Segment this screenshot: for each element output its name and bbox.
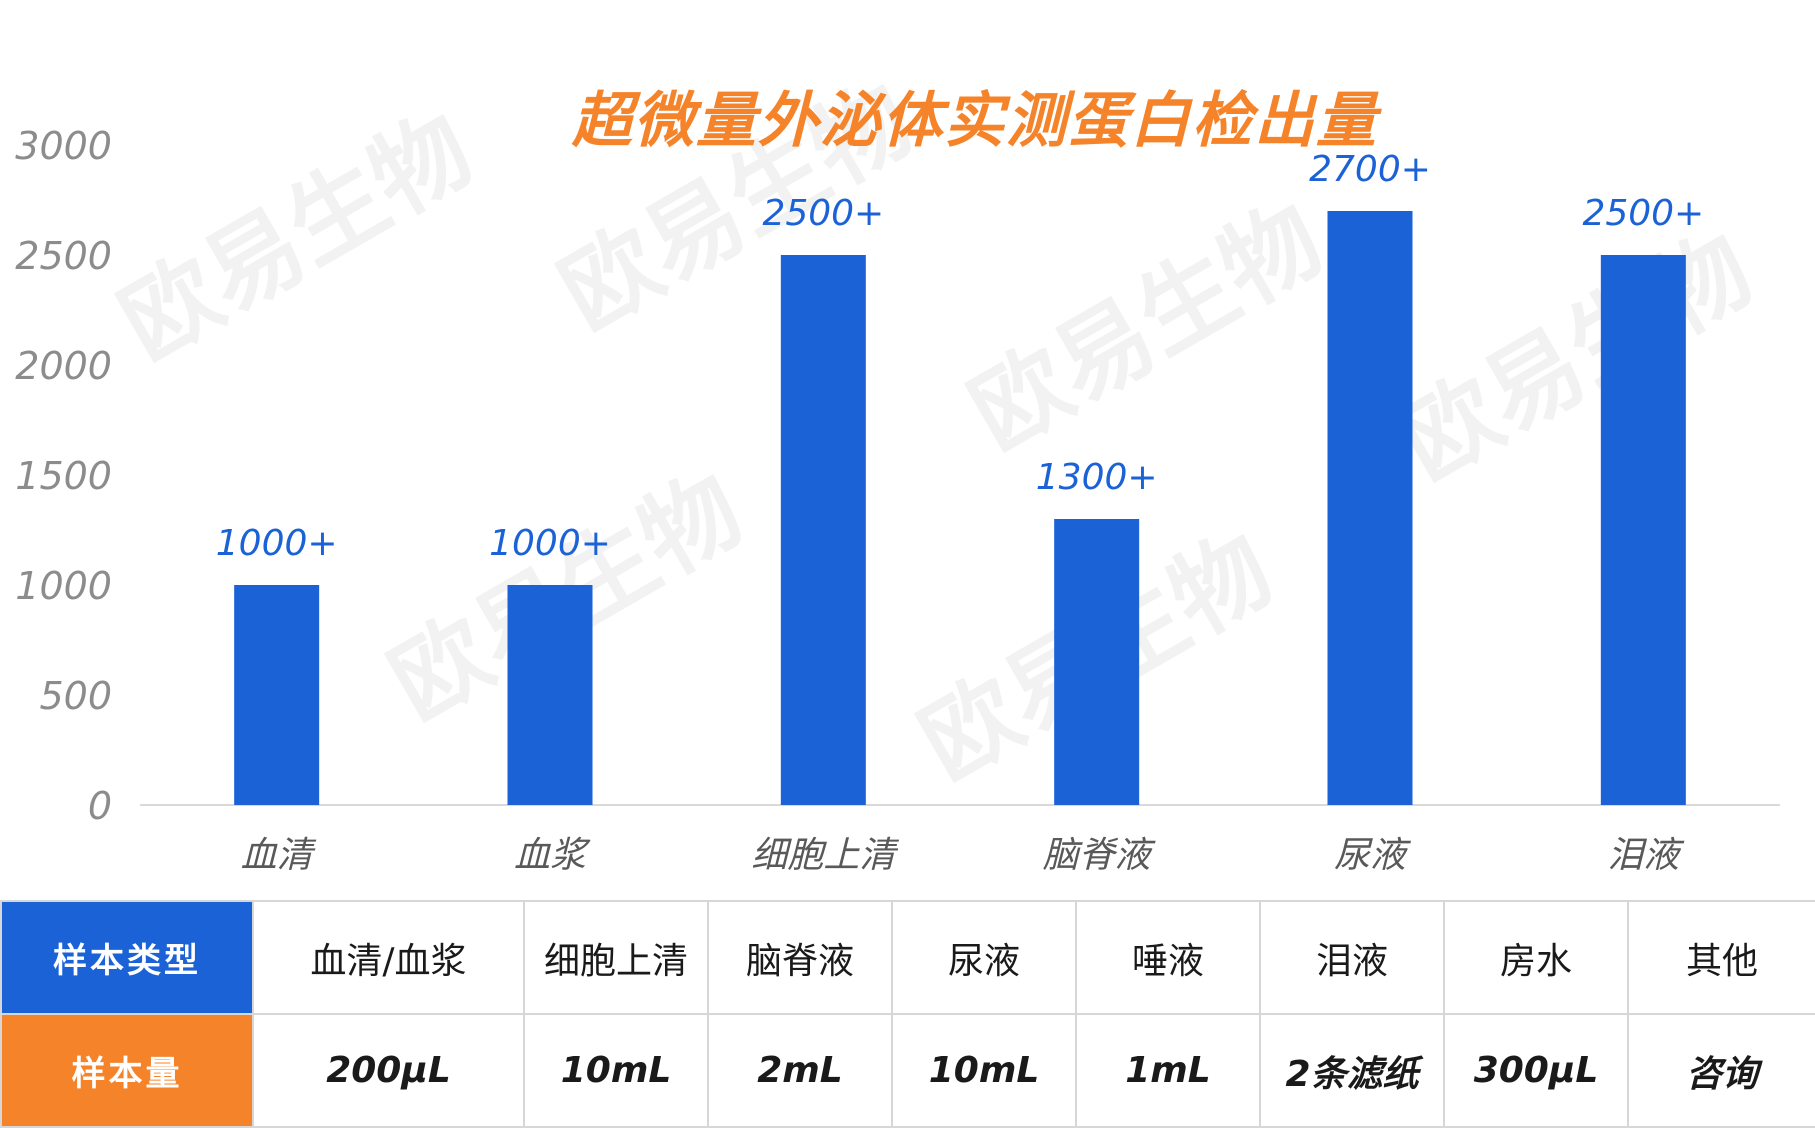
amount-cell: 300μL bbox=[1443, 1013, 1629, 1128]
data-label: 2500+ bbox=[762, 193, 884, 234]
type-row: 样本类型 血清/血浆 细胞上清 脑脊液 尿液 唾液 泪液 房水 其他 bbox=[0, 900, 1815, 1015]
type-header-cell: 样本类型 bbox=[0, 900, 254, 1015]
x-tick-label: 血浆 bbox=[514, 835, 591, 876]
amount-cell: 2条滤纸 bbox=[1259, 1013, 1445, 1128]
type-cell: 血清/血浆 bbox=[252, 900, 525, 1015]
y-tick-label: 1000 bbox=[15, 564, 112, 608]
x-tick-label: 细胞上清 bbox=[751, 835, 899, 876]
bar bbox=[1327, 211, 1413, 805]
bar bbox=[234, 585, 320, 805]
amount-row: 样本量 200μL 10mL 2mL 10mL 1mL 2条滤纸 300μL 咨… bbox=[0, 1013, 1815, 1128]
type-cell: 尿液 bbox=[891, 900, 1077, 1015]
x-tick-label: 尿液 bbox=[1334, 835, 1412, 876]
type-cell: 房水 bbox=[1443, 900, 1629, 1015]
data-label: 1000+ bbox=[216, 523, 338, 564]
y-tick-label: 500 bbox=[39, 674, 112, 718]
data-label: 2700+ bbox=[1309, 149, 1431, 190]
y-tick-label: 0 bbox=[88, 784, 112, 828]
bar bbox=[780, 255, 866, 805]
data-label: 2500+ bbox=[1582, 193, 1704, 234]
x-tick-label: 血清 bbox=[241, 835, 317, 876]
amount-cell: 咨询 bbox=[1627, 1013, 1815, 1128]
bar bbox=[1600, 255, 1686, 805]
type-cell: 其他 bbox=[1627, 900, 1815, 1015]
type-cell: 脑脊液 bbox=[707, 900, 893, 1015]
y-tick-label: 1500 bbox=[15, 454, 112, 498]
amount-cell: 200μL bbox=[252, 1013, 525, 1128]
bar bbox=[1054, 519, 1140, 805]
type-cell: 细胞上清 bbox=[523, 900, 709, 1015]
bar-chart: 0 500 1000 1500 2000 2500 3000 1000+ 血清 1000+ 血浆 25… bbox=[15, 124, 1780, 876]
data-label: 1000+ bbox=[489, 523, 611, 564]
amount-cell: 2mL bbox=[707, 1013, 893, 1128]
chart-title: 超微量外泌体实测蛋白检出量 bbox=[572, 86, 1378, 156]
amount-cell: 10mL bbox=[523, 1013, 709, 1128]
type-header-label: 样本类型 bbox=[53, 941, 201, 981]
amount-header-label: 样本量 bbox=[71, 1054, 183, 1094]
amount-cell: 10mL bbox=[891, 1013, 1077, 1128]
x-tick-label: 泪液 bbox=[1607, 835, 1685, 876]
amount-header-cell: 样本量 bbox=[0, 1013, 254, 1128]
y-tick-label: 2000 bbox=[15, 344, 112, 388]
x-tick-label: 脑脊液 bbox=[1043, 835, 1157, 876]
y-tick-label: 3000 bbox=[15, 124, 112, 168]
data-label: 1300+ bbox=[1036, 457, 1158, 498]
chart-area: 欧易生物 欧易生物 欧易生物 欧易生物 欧易生物 欧易生物 超微量外泌体实测蛋白… bbox=[15, 62, 1780, 876]
y-tick-label: 2500 bbox=[15, 234, 112, 278]
bar bbox=[507, 585, 593, 805]
type-cell: 泪液 bbox=[1259, 900, 1445, 1015]
type-cell: 唾液 bbox=[1075, 900, 1261, 1015]
amount-cell: 1mL bbox=[1075, 1013, 1261, 1128]
sample-table: 样本类型 血清/血浆 细胞上清 脑脊液 尿液 唾液 泪液 房水 其他 样本量 2… bbox=[0, 900, 1815, 1128]
